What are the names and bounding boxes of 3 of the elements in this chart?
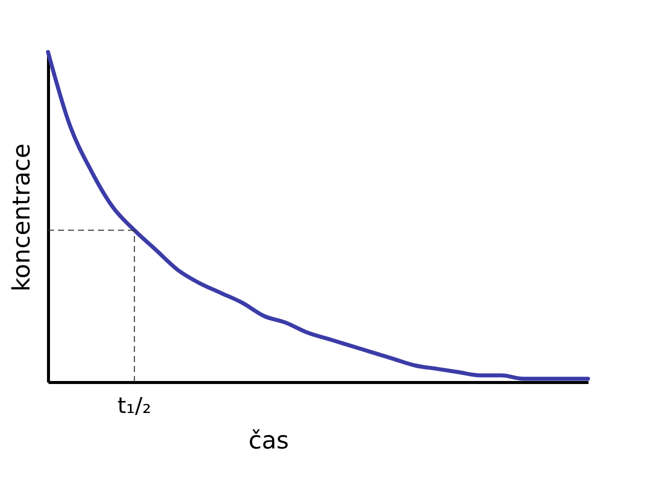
ref-line-label: t₁/₂ xyxy=(118,394,152,419)
x-axis-title: čas xyxy=(248,426,289,454)
y-axis-title: koncentrace xyxy=(8,143,36,292)
